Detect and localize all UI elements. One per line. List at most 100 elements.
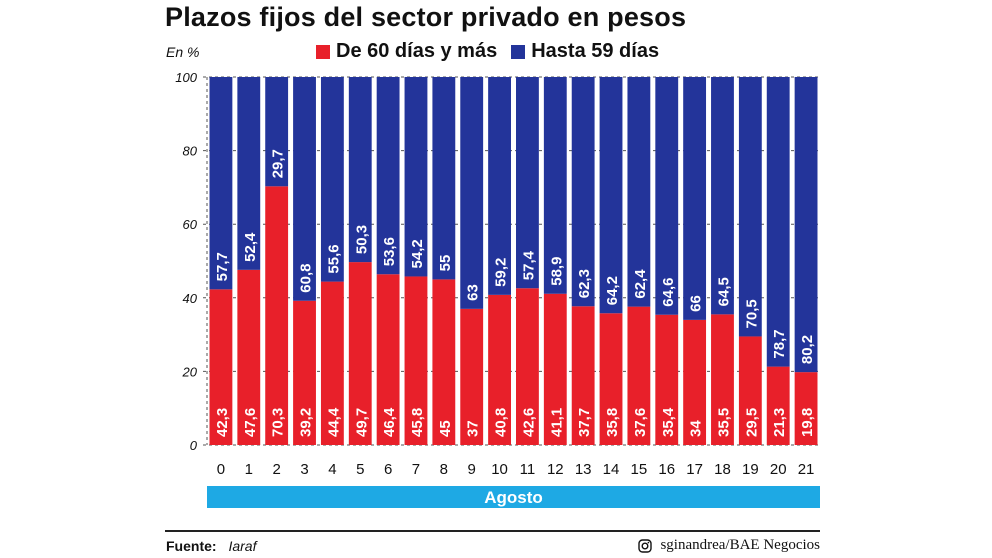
x-tick-label: 10 [491, 461, 508, 478]
bar-segment-short-term [348, 77, 372, 263]
bar-segment-long-term [432, 279, 456, 445]
data-label-short-term: 78,7 [771, 329, 788, 358]
bar-segment-long-term [237, 269, 261, 445]
bar-segment-short-term [599, 77, 623, 314]
data-label-long-term: 40,8 [493, 408, 510, 437]
y-tick-label: 60 [183, 217, 198, 232]
bar-segment-short-term [627, 77, 651, 307]
x-tick-label: 4 [328, 461, 336, 478]
bar-segment-short-term [571, 77, 595, 307]
data-label-short-term: 57,7 [214, 252, 231, 281]
legend-swatch-short-term [511, 44, 526, 59]
data-label-long-term: 41,1 [548, 408, 565, 437]
credit-text: sginandrea/BAE Negocios [660, 537, 820, 553]
data-label-short-term: 64,6 [660, 278, 677, 307]
data-label-long-term: 44,4 [325, 407, 342, 437]
x-tick-label: 9 [468, 461, 476, 478]
data-label-short-term: 63 [465, 284, 482, 301]
credit: sginandrea/BAE Negocios [638, 537, 820, 554]
data-label-long-term: 39,2 [298, 408, 315, 437]
instagram-icon [638, 538, 653, 553]
stacked-bar-chart: 0 20 40 60 80 100 42,3 57,7 0 47,6 52,4 1 70,3 29,7 2 3… [175, 70, 820, 508]
data-label-short-term: 53,6 [381, 237, 398, 266]
data-label-long-term: 37,7 [576, 408, 593, 437]
data-label-short-term: 62,4 [632, 269, 649, 299]
data-label-long-term: 49,7 [353, 408, 370, 437]
data-label-short-term: 54,2 [409, 239, 426, 268]
data-label-short-term: 70,5 [743, 299, 760, 328]
x-tick-label: 1 [245, 461, 253, 478]
bar-segment-short-term [460, 77, 484, 309]
data-label-short-term: 29,7 [270, 149, 287, 178]
x-tick-label: 8 [440, 461, 448, 478]
bar-segment-long-term [516, 288, 539, 445]
legend: De 60 días y más Hasta 59 días [316, 40, 673, 63]
bar-segment-short-term [320, 77, 344, 282]
data-label-short-term: 55,6 [325, 244, 342, 273]
data-label-short-term: 62,3 [576, 269, 593, 298]
x-tick-label: 11 [520, 461, 536, 478]
data-label-short-term: 59,2 [493, 258, 510, 287]
x-tick-label: 20 [770, 461, 787, 478]
data-label-long-term: 35,5 [715, 408, 732, 437]
bar-segment-short-term [432, 77, 456, 280]
x-tick-label: 13 [575, 461, 592, 478]
bar-segment-short-term [655, 77, 679, 315]
data-label-long-term: 45 [437, 420, 454, 437]
data-label-long-term: 34 [688, 420, 705, 437]
data-label-long-term: 42,6 [520, 408, 537, 437]
bar-segment-short-term [265, 77, 289, 187]
bar-segment-long-term [627, 306, 651, 445]
data-label-long-term: 46,4 [381, 407, 398, 437]
bar-segment-short-term [488, 77, 511, 295]
x-tick-label: 15 [631, 461, 648, 478]
x-tick-label: 16 [658, 461, 675, 478]
bar-segment-short-term [293, 77, 316, 301]
bar-segment-short-term [711, 77, 734, 315]
y-tick-label: 100 [175, 70, 197, 85]
chart-title: Plazos fijos del sector privado en pesos [165, 2, 687, 32]
source: Fuente: Iaraf [166, 538, 256, 554]
x-tick-label: 3 [300, 461, 308, 478]
x-group-band [207, 486, 820, 508]
bar-segment-long-term [376, 274, 400, 445]
bar-segment-long-term [543, 293, 567, 445]
x-tick-label: 5 [356, 461, 364, 478]
bar-segment-long-term [571, 306, 595, 445]
bar-segment-long-term [683, 319, 707, 445]
legend-swatch-long-term [316, 44, 330, 59]
bar-segment-long-term [766, 366, 790, 445]
bar-segment-short-term [516, 77, 539, 289]
bar-segment-long-term [209, 289, 233, 445]
x-tick-label: 7 [412, 461, 420, 478]
legend-label-long-term: De 60 días y más [336, 40, 498, 62]
data-label-long-term: 35,8 [604, 408, 621, 437]
data-label-long-term: 70,3 [270, 408, 287, 437]
bar-segment-short-term [237, 77, 261, 270]
bar-segment-long-term [738, 336, 762, 445]
bar-segment-short-term [766, 77, 790, 367]
data-label-short-term: 80,2 [799, 335, 816, 364]
bar-segment-long-term [794, 372, 818, 445]
bar-segment-long-term [460, 308, 484, 445]
x-tick-label: 0 [217, 461, 225, 478]
bar-segment-long-term [655, 314, 679, 445]
data-label-short-term: 60,8 [298, 264, 315, 293]
source-label: Fuente: [166, 538, 217, 554]
bar-segment-short-term [738, 77, 762, 337]
legend-label-short-term: Hasta 59 días [531, 40, 660, 62]
x-group-label: Agosto [484, 488, 543, 507]
x-tick-label: 12 [547, 461, 564, 478]
y-tick-label: 80 [183, 144, 198, 159]
bar-segment-long-term [348, 262, 372, 445]
data-label-long-term: 42,3 [214, 408, 231, 437]
data-label-long-term: 37,6 [632, 408, 649, 437]
data-label-long-term: 19,8 [799, 408, 816, 437]
footer-divider [165, 530, 820, 532]
data-label-short-term: 57,4 [520, 250, 537, 280]
data-label-short-term: 50,3 [353, 225, 370, 254]
data-label-long-term: 21,3 [771, 408, 788, 437]
data-label-short-term: 64,5 [715, 277, 732, 306]
x-tick-label: 18 [714, 461, 731, 478]
y-tick-label: 0 [190, 438, 198, 453]
